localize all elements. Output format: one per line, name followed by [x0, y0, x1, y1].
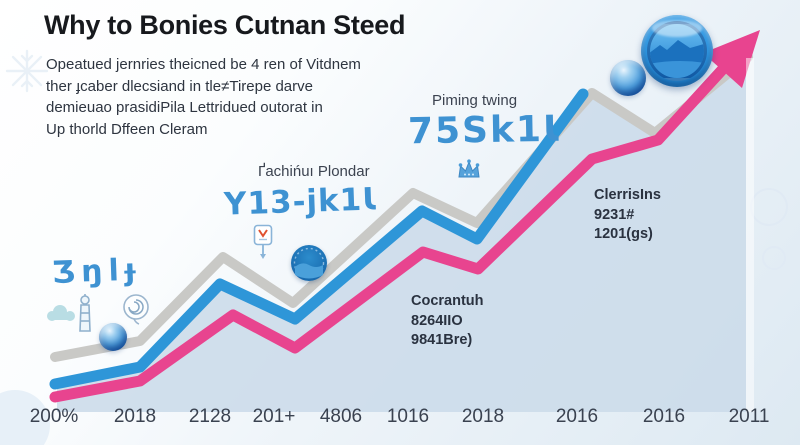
pink-trend-line: [49, 64, 728, 403]
callout-line: 9841Bre): [411, 332, 473, 348]
badge-gloss-highlight: [651, 20, 703, 38]
sphere-icon: [99, 323, 127, 351]
trend-arrow-icon: [703, 30, 760, 88]
x-axis-label: 200%: [29, 406, 79, 427]
badge-inner-disc: [647, 21, 707, 81]
x-axis-label: 2016: [642, 406, 686, 427]
wave-badge-icon: [291, 245, 327, 281]
intro-text: Opeatued jernries theicned be 4 ren of V…: [46, 54, 406, 140]
decorative-glyph-text: Ӡŋlɟ: [51, 252, 142, 291]
snowflake-icon: [5, 49, 49, 93]
area-edge-highlight: [746, 58, 754, 412]
data-callout: ClerrisIns 9231# 1201(gs): [594, 186, 661, 245]
callout-line: 8264IIO: [411, 312, 463, 329]
x-axis-label: 2128: [188, 406, 232, 427]
x-axis: 200% 2018 2128 201+ 4806 1016 2018 2016 2016 2011: [0, 406, 800, 436]
blue-trend-line: [49, 88, 589, 390]
background-ring: [762, 246, 786, 270]
signpost-icon: [253, 224, 273, 259]
x-axis-label: 2018: [461, 406, 505, 427]
intro-line: ther ɟcaber dlecsiand in tle≠Tirepe darv…: [46, 77, 313, 95]
intro-line: demieuao prasidiPila Lettridued outorat …: [46, 99, 323, 116]
sphere-icon: [610, 60, 646, 96]
annotation-caption: Piming twing: [432, 92, 518, 109]
page-title: Why to Bonies Cutnan Steed: [44, 10, 406, 40]
data-callout: Cocrantuh 8264IIO 9841Bre): [411, 292, 484, 351]
callout-line: Cocrantuh: [411, 293, 484, 309]
swirl-icon: [123, 294, 149, 325]
intro-line: Up thorld Dffeen Cleram: [46, 120, 208, 138]
callout-line: 1201(gs): [594, 226, 653, 242]
x-axis-label: 2011: [728, 406, 770, 427]
callout-line: ClerrisIns: [594, 187, 661, 203]
cloud-icon: [47, 305, 75, 321]
intro-line: Opeatued jernries theicned be 4 ren of V…: [46, 56, 361, 73]
gray-trend-line: [50, 52, 753, 362]
x-axis-label: 2016: [555, 406, 599, 427]
x-axis-label: 201+: [252, 406, 296, 427]
lighthouse-icon: [79, 294, 91, 332]
x-axis-label: 1016: [386, 406, 430, 427]
annotation-caption: Ґachińuı Plondar: [258, 163, 370, 180]
decorative-glyph-text: 75Sk1Ɩ: [407, 108, 562, 153]
globe-badge-icon: [641, 15, 713, 87]
crown-icon: [458, 159, 480, 178]
callout-line: 9231#: [594, 206, 635, 223]
x-axis-label: 4806: [319, 406, 363, 427]
x-axis-label: 2018: [113, 406, 157, 427]
decorative-glyph-text: Y13-jk1Ɩ: [223, 181, 378, 223]
